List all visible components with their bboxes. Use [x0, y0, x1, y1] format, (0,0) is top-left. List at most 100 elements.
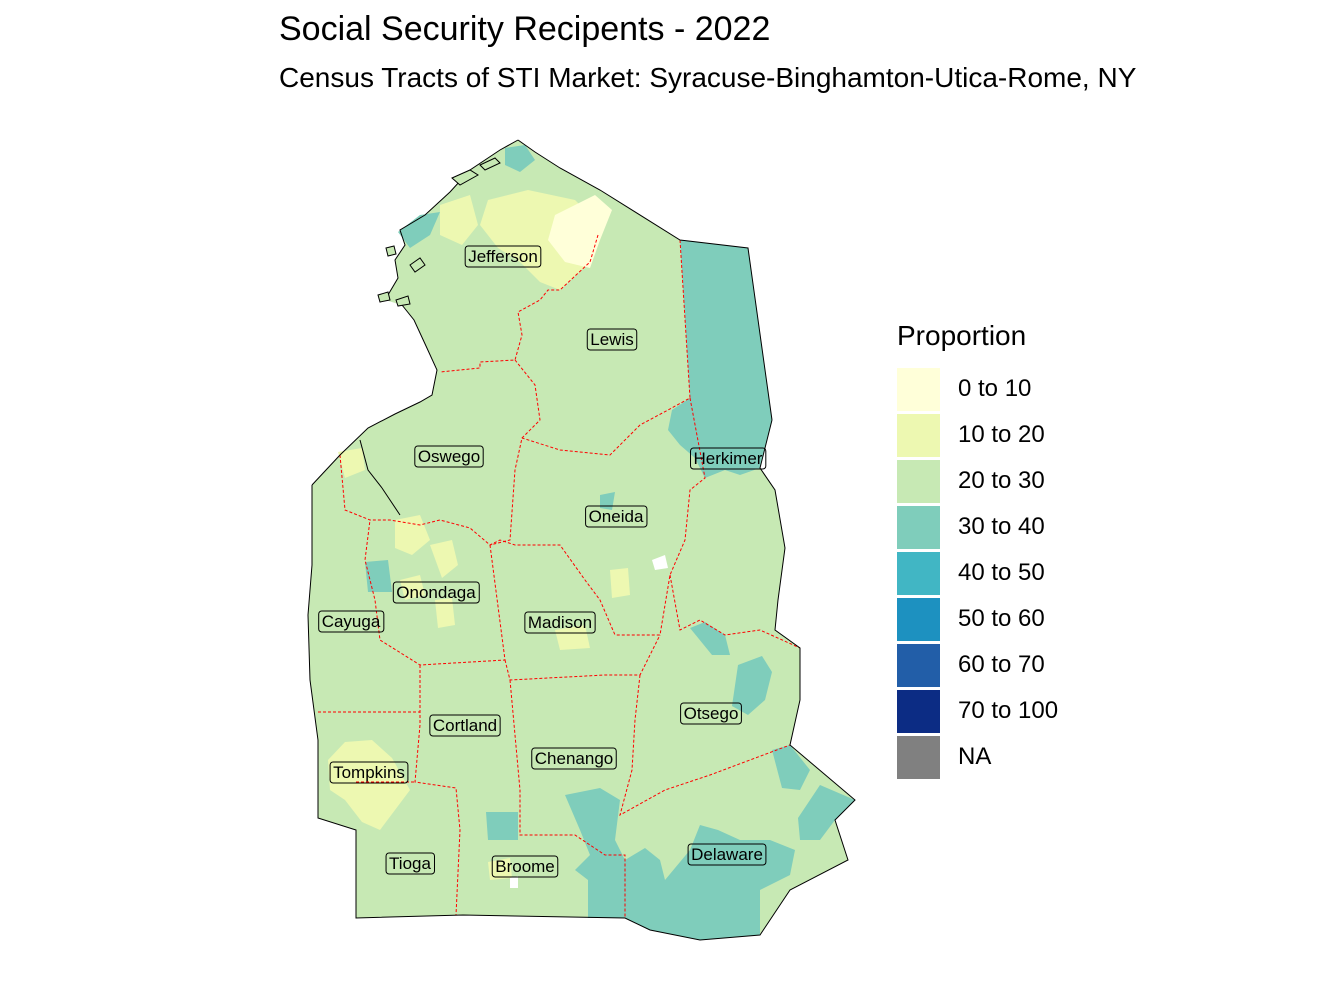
tract-30-40 — [798, 785, 855, 840]
county-label-box — [524, 611, 596, 634]
county-name: Lewis — [590, 330, 633, 349]
tract-10-20 — [548, 195, 612, 268]
islands — [377, 157, 501, 307]
legend: Proportion 0 to 10 10 to 20 20 to 30 30 to … — [897, 320, 1058, 780]
legend-label: 30 to 40 — [958, 513, 1045, 540]
legend-label: 60 to 70 — [958, 651, 1045, 678]
legend-label: 50 to 60 — [958, 605, 1045, 632]
legend-item: 40 to 50 — [897, 550, 1058, 596]
county-label-box — [329, 761, 409, 784]
legend-item: 30 to 40 — [897, 504, 1058, 550]
tract-10-20 — [395, 515, 430, 555]
county-name: Tioga — [389, 854, 431, 873]
county-label-chenango: Chenango — [531, 747, 617, 770]
county-name: Chenango — [535, 749, 613, 768]
county-label-cayuga: Cayuga — [318, 610, 385, 633]
legend-swatch — [897, 551, 940, 595]
county-label-box — [585, 505, 648, 528]
tract-30-40 — [625, 825, 795, 940]
county-label-jefferson: Jefferson — [464, 245, 542, 268]
county-label-box — [687, 843, 767, 866]
legend-swatch — [897, 689, 940, 733]
county-name: Jefferson — [468, 247, 538, 266]
county-label-lewis: Lewis — [586, 328, 638, 351]
county-label-oswego: Oswego — [414, 445, 484, 468]
county-label-box — [385, 852, 435, 875]
county-name: Cayuga — [322, 612, 381, 631]
county-label-madison: Madison — [524, 611, 596, 634]
map-subtitle: Census Tracts of STI Market: Syracuse-Bi… — [279, 62, 1137, 93]
legend-swatch — [897, 643, 940, 687]
legend-item: 0 to 10 — [897, 366, 1058, 412]
county-name: Delaware — [691, 845, 763, 864]
legend-item: 10 to 20 — [897, 412, 1058, 458]
legend-label: 40 to 50 — [958, 559, 1045, 586]
county-label-onondaga: Onondaga — [392, 581, 480, 604]
legend-label: 10 to 20 — [958, 421, 1045, 448]
legend-swatch — [897, 735, 940, 779]
county-name: Otsego — [684, 704, 739, 723]
county-name: Broome — [495, 857, 555, 876]
county-name: Madison — [528, 613, 592, 632]
county-label-herkimer: Herkimer — [690, 447, 767, 470]
county-label-cortland: Cortland — [429, 714, 501, 737]
legend-swatch — [897, 505, 940, 549]
tract-30-40 — [398, 212, 440, 248]
tract-10-20 — [338, 448, 365, 478]
county-label-delaware: Delaware — [687, 843, 767, 866]
county-name: Tompkins — [333, 763, 405, 782]
county-label-box — [586, 328, 638, 351]
tract-30-40 — [505, 145, 535, 172]
county-label-box — [690, 447, 767, 470]
county-name: Oswego — [418, 447, 480, 466]
county-label-otsego: Otsego — [680, 702, 742, 725]
county-name: Oneida — [589, 507, 644, 526]
county-label-box — [531, 747, 617, 770]
county-label-box — [429, 714, 501, 737]
county-label-box — [464, 245, 542, 268]
tract-na-white — [510, 876, 518, 888]
tract-30-40 — [365, 560, 392, 592]
county-label-broome: Broome — [491, 855, 559, 878]
county-name: Onondaga — [396, 583, 476, 602]
legend-swatch — [897, 459, 940, 503]
legend-label: 0 to 10 — [958, 375, 1032, 402]
county-label-oneida: Oneida — [585, 505, 648, 528]
map-title: Social Security Recipents - 2022 — [279, 10, 771, 48]
shoreline — [307, 139, 856, 941]
legend-label: 20 to 30 — [958, 467, 1045, 494]
tract-10-20 — [488, 858, 512, 880]
legend-item: 20 to 30 — [897, 458, 1058, 504]
tract-30-40 — [732, 656, 772, 715]
tract-30-40 — [565, 788, 625, 918]
tract-na-white — [652, 555, 668, 570]
legend-swatch — [897, 367, 940, 411]
tract-10-20 — [430, 540, 458, 578]
legend-item: NA — [897, 734, 1058, 780]
tract-10-20 — [555, 625, 590, 650]
county-name: Herkimer — [694, 449, 763, 468]
county-label-box — [491, 855, 559, 878]
tract-30-40 — [772, 745, 810, 790]
county-label-box — [318, 610, 385, 633]
tract-30-40 — [690, 622, 730, 655]
tract-10-20 — [610, 568, 630, 598]
county-label-box — [414, 445, 484, 468]
tract-10-20 — [400, 575, 425, 600]
legend-label: NA — [958, 743, 992, 770]
tract-30-40 — [486, 812, 518, 840]
legend-label: 70 to 100 — [958, 697, 1059, 724]
tract-10-20 — [440, 195, 478, 245]
county-label-tioga: Tioga — [385, 852, 435, 875]
legend-swatch — [897, 413, 940, 457]
legend-item: 60 to 70 — [897, 642, 1058, 688]
county-label-box — [392, 581, 480, 604]
legend-swatch — [897, 597, 940, 641]
tract-10-20 — [435, 598, 455, 628]
county-boundaries — [318, 234, 801, 918]
legend-title: Proportion — [897, 320, 1027, 351]
county-label-tompkins: Tompkins — [329, 761, 409, 784]
legend-item: 70 to 100 — [897, 688, 1058, 734]
county-label-box — [680, 702, 742, 725]
